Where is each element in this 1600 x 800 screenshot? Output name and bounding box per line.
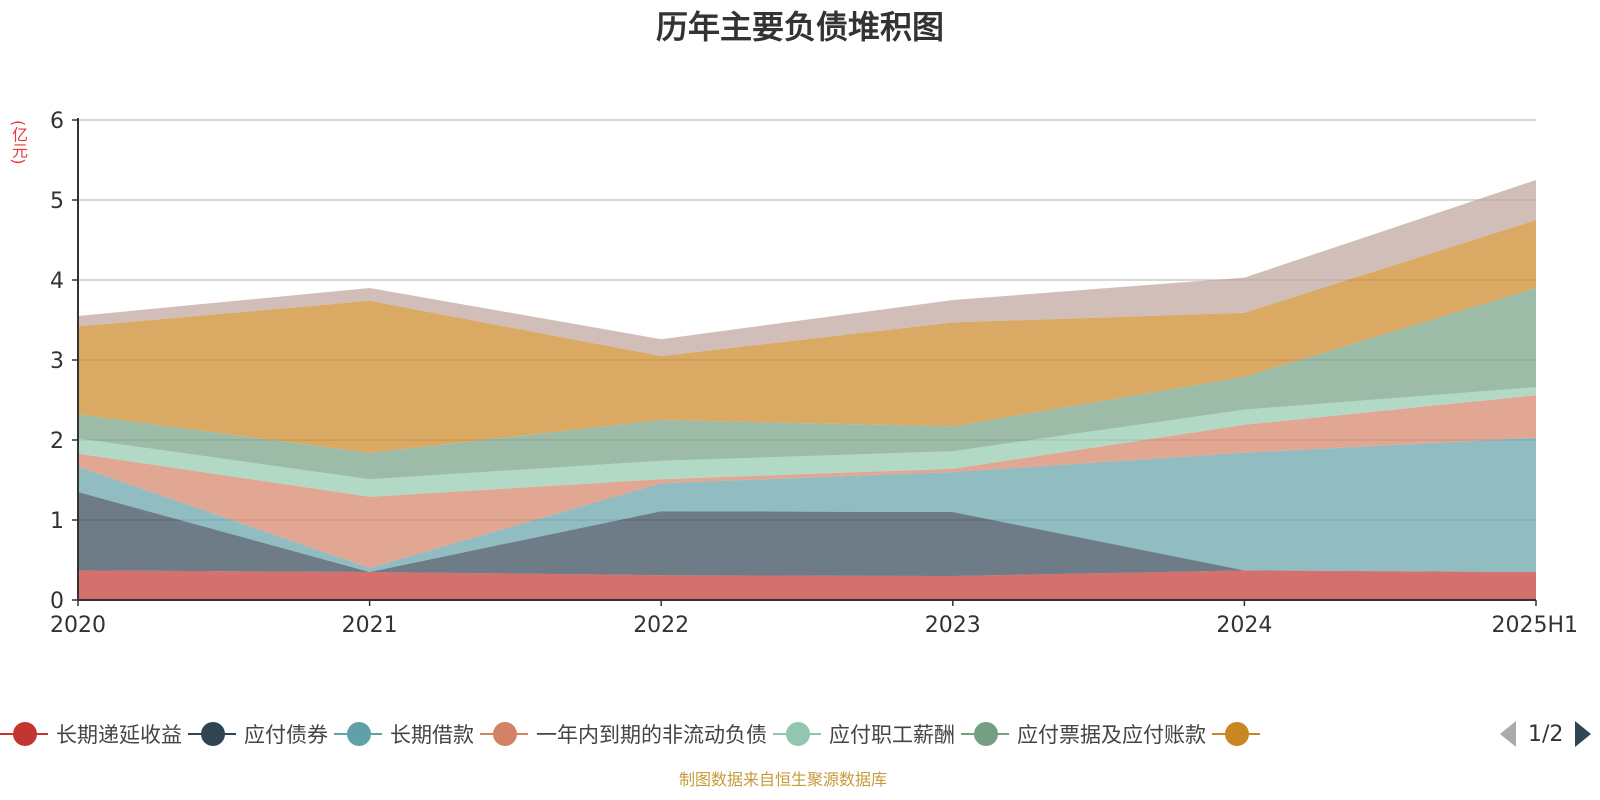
legend-item-1[interactable]: 应付债券 xyxy=(188,719,328,749)
x-tick-label-2: 2022 xyxy=(633,613,689,638)
x-tick-label-1: 2021 xyxy=(342,613,398,638)
x-tick-label-3: 2023 xyxy=(925,613,981,638)
y-tick-label-0: 0 xyxy=(50,589,64,614)
legend-marker-icon xyxy=(1212,721,1260,747)
legend-next-page-icon[interactable] xyxy=(1575,721,1592,747)
area-series-6[interactable] xyxy=(78,220,1536,453)
legend-prev-page-icon[interactable] xyxy=(1500,721,1516,747)
legend-marker-icon xyxy=(188,721,236,747)
area-series-7[interactable] xyxy=(78,180,1536,356)
x-tick-label-5: 2025H1 xyxy=(1491,613,1578,638)
legend-marker-icon xyxy=(0,721,48,747)
legend-label: 长期借款 xyxy=(390,723,474,747)
legend-pager: 1/2 xyxy=(1500,718,1592,750)
legend-item-5[interactable]: 应付票据及应付账款 xyxy=(961,719,1206,749)
area-series-3[interactable] xyxy=(78,395,1536,568)
data-source-note: 制图数据来自恒生聚源数据库 xyxy=(678,770,887,789)
y-axis-unit-label: (亿元) xyxy=(9,120,28,165)
area-series xyxy=(78,180,1536,600)
x-tick-labels: 2020 2021 2022 2023 2024 2025H1 xyxy=(50,613,1578,638)
y-tick-label-3: 3 xyxy=(50,349,64,374)
axes xyxy=(77,118,1537,606)
y-tick-label-6: 6 xyxy=(50,109,64,134)
area-series-5[interactable] xyxy=(78,288,1536,480)
x-tick-label-0: 2020 xyxy=(50,613,106,638)
legend-marker-icon xyxy=(773,721,821,747)
legend-item-0[interactable]: 长期递延收益 xyxy=(0,719,182,749)
y-tick-label-5: 5 xyxy=(50,189,64,214)
chart-title: 历年主要负债堆积图 xyxy=(655,8,944,46)
legend-page-indicator: 1/2 xyxy=(1528,721,1564,747)
legend: 长期递延收益 应付债券 长期借款 一年内到期的非流动负债 应付职工薪酬 应付票据及应付账款 xyxy=(0,716,1600,752)
legend-label: 长期递延收益 xyxy=(56,723,182,747)
legend-marker-icon xyxy=(961,721,1009,747)
legend-label: 应付职工薪酬 xyxy=(829,723,955,747)
area-series-2[interactable] xyxy=(78,437,1536,572)
y-tick-label-4: 4 xyxy=(50,269,64,294)
y-tick-labels: 0 1 2 3 4 5 6 xyxy=(50,109,64,614)
legend-label: 应付票据及应付账款 xyxy=(1017,723,1206,747)
y-tick-label-2: 2 xyxy=(50,429,64,454)
legend-label: 应付债券 xyxy=(244,723,328,747)
legend-marker-icon xyxy=(480,721,528,747)
legend-marker-icon xyxy=(334,721,382,747)
area-series-0[interactable] xyxy=(78,570,1536,600)
legend-label: 一年内到期的非流动负债 xyxy=(536,723,767,747)
x-tick-label-4: 2024 xyxy=(1216,613,1272,638)
legend-item-4[interactable]: 应付职工薪酬 xyxy=(773,719,955,749)
legend-item-2[interactable]: 长期借款 xyxy=(334,719,474,749)
stacked-area-chart: 0 1 2 3 4 5 6 2020 2021 2022 2023 2024 2025H1 xyxy=(50,109,1578,638)
area-series-1[interactable] xyxy=(78,492,1536,576)
y-tick-label-1: 1 xyxy=(50,509,64,534)
legend-item-3[interactable]: 一年内到期的非流动负债 xyxy=(480,719,767,749)
legend-item-6[interactable] xyxy=(1212,721,1268,747)
